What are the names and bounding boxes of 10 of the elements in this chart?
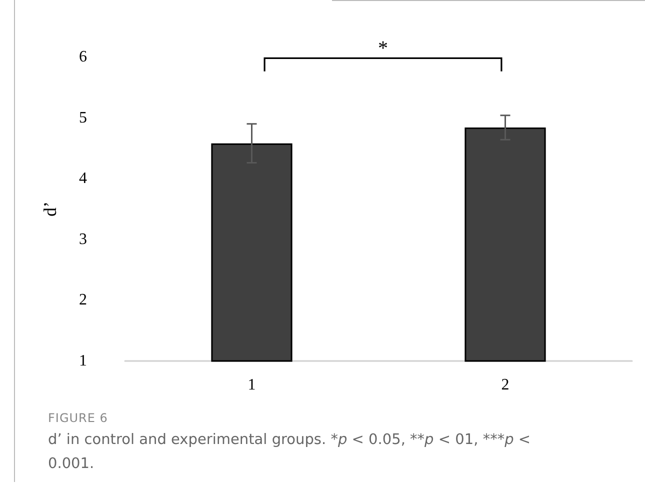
text: FIGURE 6 <box>48 411 108 425</box>
y-tick-label: 3 <box>79 230 87 248</box>
y-tick-label: 6 <box>79 48 87 66</box>
text: d’ in control and experimental groups. *p < 0.05, **p < 01, ***p < 0.001. <box>48 432 531 472</box>
y-tick-label: 4 <box>79 170 87 188</box>
y-axis-title: d’ <box>40 202 60 216</box>
y-tick-label: 5 <box>79 109 87 126</box>
y-tick-label: 1 <box>79 352 87 370</box>
y-tick-label: 2 <box>79 292 87 309</box>
annotation: * <box>378 37 388 60</box>
